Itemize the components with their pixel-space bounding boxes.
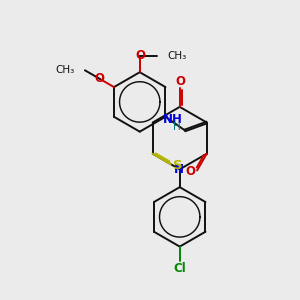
Text: O: O bbox=[135, 49, 145, 62]
Text: N: N bbox=[174, 164, 184, 176]
Text: NH: NH bbox=[163, 113, 183, 126]
Text: S: S bbox=[173, 159, 183, 172]
Text: O: O bbox=[186, 165, 196, 178]
Text: O: O bbox=[175, 74, 185, 88]
Text: Cl: Cl bbox=[173, 262, 186, 275]
Text: O: O bbox=[94, 72, 105, 85]
Text: H: H bbox=[173, 122, 181, 133]
Text: CH₃: CH₃ bbox=[55, 65, 74, 75]
Text: CH₃: CH₃ bbox=[167, 51, 187, 61]
